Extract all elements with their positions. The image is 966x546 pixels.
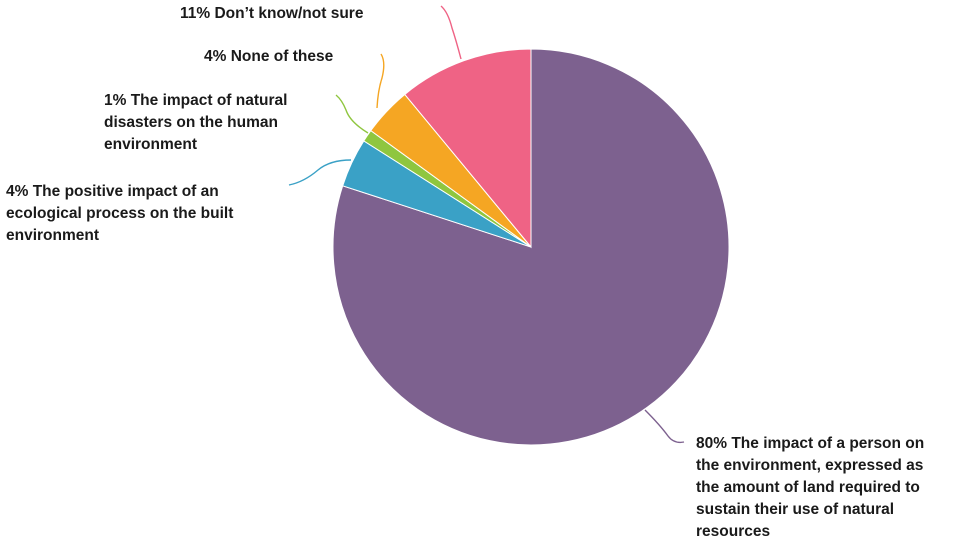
slice-label-line: resources <box>696 523 770 540</box>
pie-slices <box>332 48 730 446</box>
slice-labels: 80% The impact of a person on the environ… <box>6 5 924 540</box>
leader-line-dont-know <box>440 5 462 60</box>
slice-label-line: 4% None of these <box>204 48 334 65</box>
leader-line-none-of-these <box>376 53 385 109</box>
slice-label-person-impact: 80% The impact of a person on the environ… <box>696 435 924 540</box>
slice-label-none-of-these: 4% None of these <box>204 48 334 65</box>
slice-label-line: the environment, expressed as <box>696 457 923 474</box>
slice-label-line: environment <box>6 227 99 244</box>
slice-label-positive-ecological: 4% The positive impact of an ecological p… <box>6 183 233 244</box>
slice-label-dont-know: 11% Don’t know/not sure <box>180 5 364 22</box>
slice-label-line: 4% The positive impact of an <box>6 183 219 200</box>
slice-label-line: sustain their use of natural <box>696 501 894 518</box>
slice-label-line: 11% Don’t know/not sure <box>180 5 364 22</box>
leader-line-positive-ecological <box>288 159 352 186</box>
leader-line-person-impact <box>644 409 685 444</box>
leader-line-natural-disasters <box>335 94 369 134</box>
slice-label-line: 1% The impact of natural <box>104 92 287 109</box>
slice-label-natural-disasters: 1% The impact of natural disasters on the… <box>104 92 287 153</box>
slice-label-line: environment <box>104 136 197 153</box>
slice-label-line: the amount of land required to <box>696 479 920 496</box>
slice-label-line: 80% The impact of a person on <box>696 435 924 452</box>
slice-label-line: disasters on the human <box>104 114 278 131</box>
slice-label-line: ecological process on the built <box>6 205 233 222</box>
leader-lines <box>288 5 685 444</box>
pie-slice-dont-know <box>404 48 532 249</box>
